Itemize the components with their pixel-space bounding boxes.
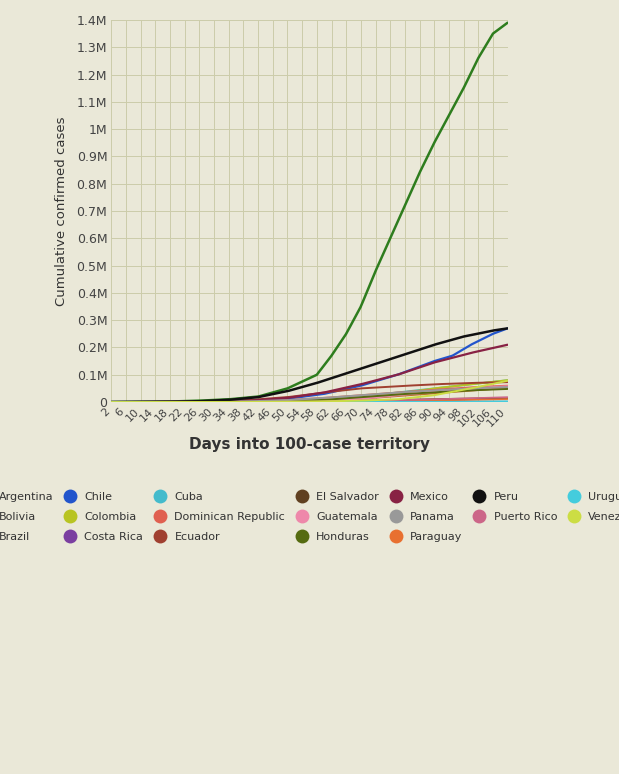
Y-axis label: Cumulative confirmed cases: Cumulative confirmed cases — [55, 116, 68, 306]
X-axis label: Days into 100-case territory: Days into 100-case territory — [189, 437, 430, 451]
Legend: Argentina, Bolivia, Brazil, Chile, Colombia, Costa Rica, Cuba, Dominican Republi: Argentina, Bolivia, Brazil, Chile, Colom… — [0, 491, 619, 542]
